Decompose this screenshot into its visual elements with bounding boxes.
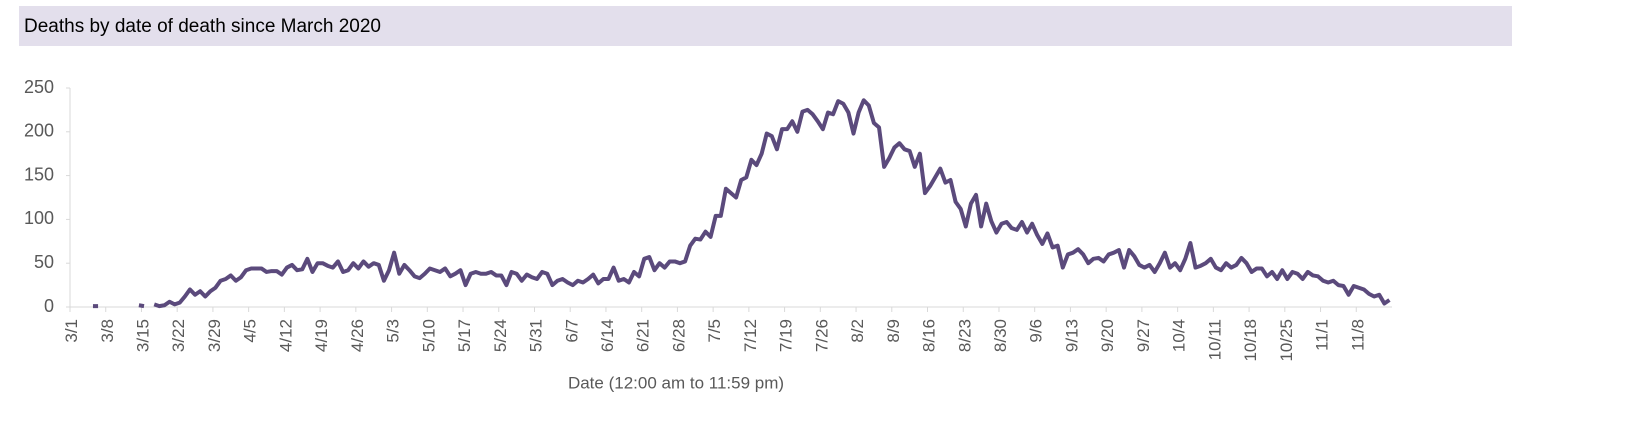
x-tick-label: 8/2: [848, 319, 867, 343]
x-axis-label: Date (12:00 am to 11:59 pm): [568, 373, 784, 392]
y-tick-label: 200: [24, 121, 54, 141]
x-tick-label: 10/4: [1170, 319, 1189, 352]
x-tick-label: 5/3: [384, 319, 403, 343]
x-tick-label: 3/1: [62, 319, 81, 343]
x-tick-label: 9/27: [1134, 319, 1153, 352]
y-tick-label: 50: [34, 252, 54, 272]
x-tick-label: 11/8: [1348, 319, 1367, 351]
x-tick-label: 6/14: [598, 319, 617, 352]
x-tick-label: 7/5: [705, 319, 724, 343]
x-tick-label: 4/19: [312, 319, 331, 352]
x-tick-label: 4/5: [241, 319, 260, 343]
data-line: [92, 98, 1391, 309]
x-tick-label: 6/7: [562, 319, 581, 343]
x-tick-label: 7/19: [777, 319, 796, 352]
y-tick-label: 100: [24, 208, 54, 228]
x-tick-label: 6/28: [669, 319, 688, 352]
x-tick-label: 8/23: [955, 319, 974, 352]
y-tick-label: 0: [44, 296, 54, 316]
x-tick-label: 3/15: [133, 319, 152, 352]
x-tick-label: 5/10: [419, 319, 438, 352]
x-tick-label: 3/29: [205, 319, 224, 352]
x-tick-label: 5/24: [491, 319, 510, 352]
x-tick-label: 5/17: [455, 319, 474, 352]
x-tick-label: 10/25: [1277, 319, 1296, 362]
x-tick-label: 7/12: [741, 319, 760, 352]
x-tick-label: 9/13: [1062, 319, 1081, 352]
x-tick-label: 4/12: [276, 319, 295, 352]
x-tick-label: 7/26: [812, 319, 831, 352]
y-tick-label: 150: [24, 164, 54, 184]
x-tick-label: 8/9: [884, 319, 903, 343]
x-tick-label: 8/16: [920, 319, 939, 352]
x-tick-label: 8/30: [991, 319, 1010, 352]
title-band: [19, 6, 1512, 46]
chart-title: Deaths by date of death since March 2020: [24, 16, 381, 37]
x-tick-label: 3/8: [98, 319, 117, 343]
x-tick-label: 11/1: [1313, 319, 1332, 351]
x-tick-label: 5/31: [527, 319, 546, 352]
x-tick-label: 10/11: [1205, 319, 1224, 360]
y-tick-label: 250: [24, 77, 54, 97]
x-tick-label: 6/21: [634, 319, 653, 352]
x-tick-label: 9/20: [1098, 319, 1117, 352]
x-tick-label: 10/18: [1241, 319, 1260, 362]
x-tick-label: 9/6: [1027, 319, 1046, 343]
x-tick-label: 3/22: [169, 319, 188, 352]
x-tick-label: 4/26: [348, 319, 367, 352]
